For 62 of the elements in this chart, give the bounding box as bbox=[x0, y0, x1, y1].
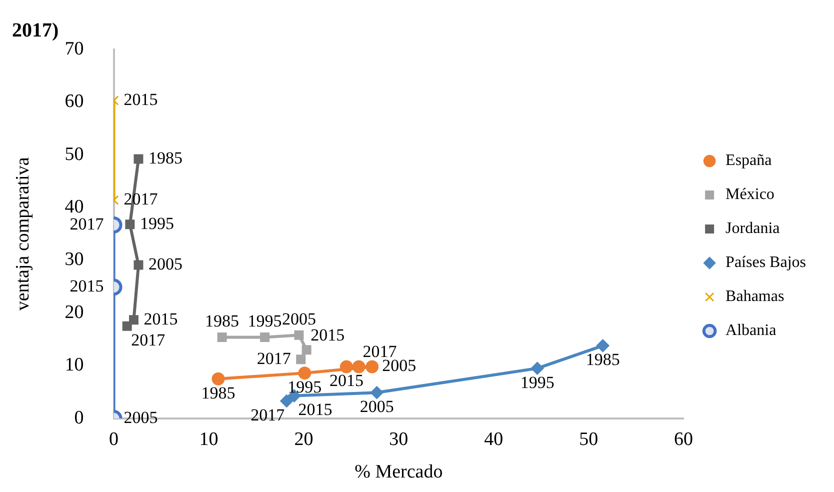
y-tick-label: 20 bbox=[64, 302, 84, 323]
annotation: 2017 bbox=[131, 330, 166, 350]
point bbox=[260, 332, 270, 342]
point bbox=[280, 394, 294, 408]
point bbox=[125, 220, 135, 230]
point bbox=[122, 321, 132, 331]
annotation: 2015 bbox=[298, 400, 332, 420]
y-axis-title: ventaja comparativa bbox=[12, 156, 34, 311]
chart-title: 2017) bbox=[12, 20, 59, 42]
legend-label: España bbox=[726, 152, 772, 170]
point bbox=[129, 315, 138, 325]
annotation: 2017 bbox=[256, 348, 292, 368]
legend-label: Albania bbox=[726, 322, 776, 340]
x-tick-label: 20 bbox=[294, 428, 314, 450]
y-tick-label: 60 bbox=[64, 91, 84, 112]
annotation: 1985 bbox=[205, 312, 240, 331]
point bbox=[530, 362, 544, 375]
x-tick-label: 30 bbox=[389, 428, 408, 450]
annotation: 1995 bbox=[288, 378, 322, 397]
x-tick-label: 10 bbox=[199, 428, 218, 450]
y-tick-label: 30 bbox=[64, 249, 84, 270]
annotation: 1985 bbox=[586, 350, 620, 370]
x-tick-label: 0 bbox=[109, 428, 119, 450]
annotation: 1995 bbox=[248, 312, 282, 331]
legend-label: México bbox=[726, 186, 774, 204]
annotation: 1995 bbox=[140, 214, 174, 233]
x-tick-label: 50 bbox=[579, 428, 598, 450]
annotation: 2015 bbox=[144, 309, 178, 328]
annotation: 2005 bbox=[124, 408, 158, 427]
annotation: 2005 bbox=[360, 397, 394, 416]
y-tick-label: 50 bbox=[64, 144, 84, 165]
x-axis-title: % Mercado bbox=[354, 462, 443, 483]
annotation: 2015 bbox=[70, 276, 104, 296]
annotation: 1985 bbox=[201, 383, 236, 402]
point bbox=[134, 260, 144, 270]
point bbox=[596, 339, 610, 352]
point bbox=[217, 332, 227, 342]
point bbox=[294, 330, 304, 340]
y-tick-label: 70 bbox=[64, 38, 84, 60]
legend-label: Jordania bbox=[726, 220, 780, 238]
annotation: 2015 bbox=[124, 90, 158, 109]
point bbox=[134, 154, 144, 164]
annotation: 2005 bbox=[382, 356, 416, 376]
annotation: 1985 bbox=[148, 148, 182, 168]
point bbox=[366, 360, 379, 374]
x-tick-label: 40 bbox=[484, 428, 504, 450]
point bbox=[352, 360, 366, 374]
x-tick-label: 60 bbox=[674, 428, 694, 450]
point bbox=[370, 386, 384, 400]
annotation: 2015 bbox=[329, 371, 364, 390]
legend-label: Bahamas bbox=[726, 288, 784, 306]
point bbox=[302, 345, 312, 355]
annotation: 2017 bbox=[250, 405, 286, 424]
y-tick-label: 0 bbox=[74, 407, 84, 428]
legend-label: Países Bajos bbox=[726, 254, 806, 272]
point bbox=[340, 360, 353, 374]
point bbox=[296, 354, 306, 364]
annotation: 1995 bbox=[520, 372, 554, 392]
point bbox=[298, 366, 312, 380]
point bbox=[212, 372, 225, 386]
y-tick-label: 10 bbox=[64, 354, 84, 376]
annotation: 2005 bbox=[148, 254, 182, 274]
